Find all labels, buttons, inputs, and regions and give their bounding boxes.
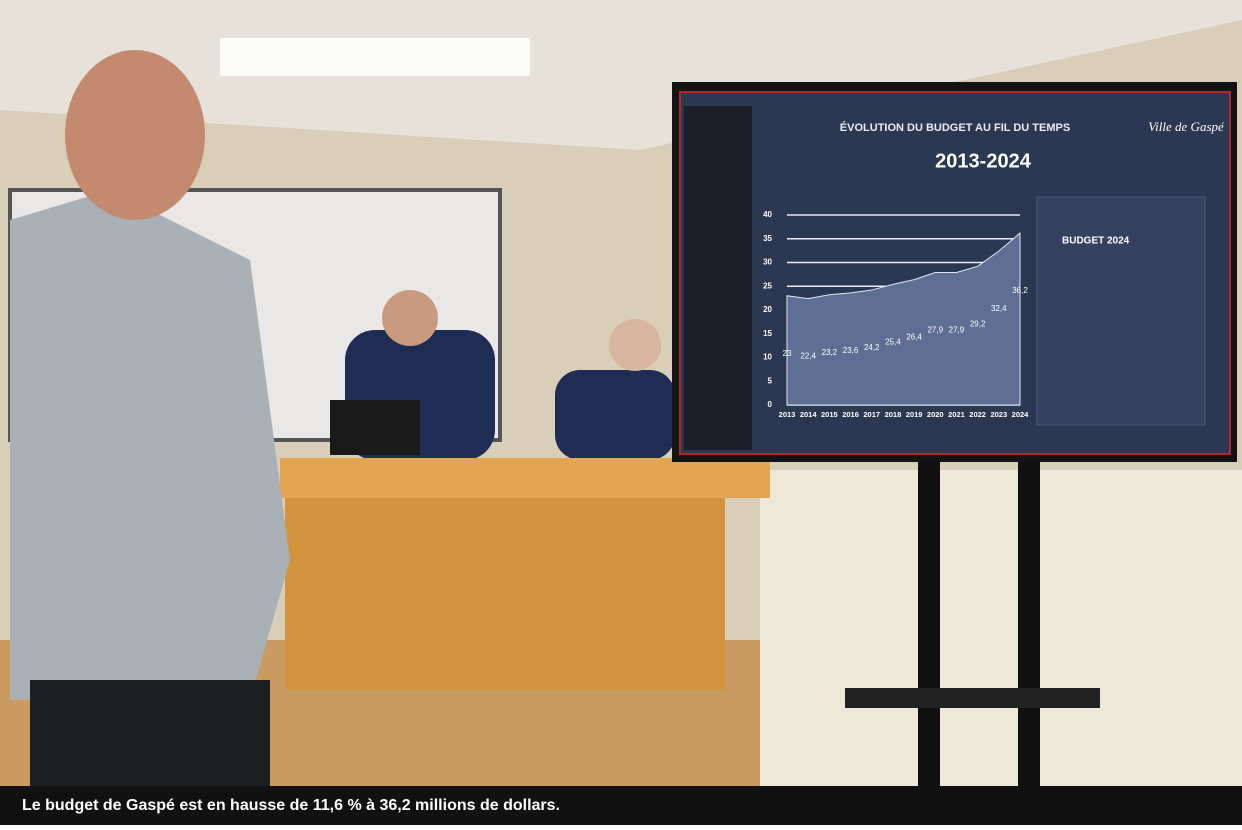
y-tick-label: 5 (768, 376, 773, 385)
value-label: 23,2 (822, 348, 838, 357)
side-panel (1037, 197, 1205, 425)
value-label: 32,4 (991, 304, 1007, 313)
y-tick-label: 30 (763, 258, 772, 267)
x-tick-label: 2017 (863, 410, 880, 419)
x-tick-label: 2018 (885, 410, 902, 419)
value-label: 27,9 (927, 326, 943, 335)
value-label: 23 (783, 349, 792, 358)
value-label: 25,4 (885, 337, 901, 346)
y-tick-label: 10 (763, 353, 772, 362)
laptop (330, 400, 420, 455)
head-center (382, 290, 438, 346)
photo: BUDGET 2024 Ville de Gaspé ÉVOLUTION DU … (0, 0, 1242, 825)
y-tick-label: 0 (768, 400, 773, 409)
person-right (555, 370, 675, 460)
x-tick-label: 2020 (927, 410, 944, 419)
desk-front (285, 498, 725, 690)
value-label: 22,4 (800, 352, 816, 361)
logo: Ville de Gaspé (1148, 119, 1225, 134)
wall-right (760, 470, 1242, 790)
chart-subtitle: 2013-2024 (935, 150, 1032, 172)
x-tick-label: 2019 (906, 410, 923, 419)
x-tick-label: 2023 (990, 410, 1007, 419)
value-label: 36,2 (1012, 286, 1028, 295)
ceiling-light (220, 38, 530, 76)
desk-top (280, 458, 770, 498)
value-label: 23,6 (843, 346, 859, 355)
value-label: 24,2 (864, 343, 880, 352)
x-tick-label: 2014 (800, 410, 818, 419)
y-tick-label: 20 (763, 305, 772, 314)
stand-post (1018, 460, 1040, 786)
chart-title: ÉVOLUTION DU BUDGET AU FIL DU TEMPS (840, 121, 1070, 134)
value-label: 26,4 (906, 333, 922, 342)
jacket (10, 190, 290, 700)
stand-shelf (845, 688, 1100, 708)
stand-post (918, 460, 940, 786)
y-tick-label: 40 (763, 210, 772, 219)
x-tick-label: 2015 (821, 410, 838, 419)
x-tick-label: 2016 (842, 410, 859, 419)
head-left (65, 50, 205, 220)
caption: Le budget de Gaspé est en hausse de 11,6… (22, 797, 560, 814)
trousers (30, 680, 270, 786)
x-tick-label: 2021 (948, 410, 965, 419)
y-tick-label: 15 (763, 329, 772, 338)
panel-title: BUDGET 2024 (1062, 236, 1130, 247)
y-tick-label: 25 (763, 281, 772, 290)
y-tick-label: 35 (763, 234, 772, 243)
value-label: 27,9 (949, 326, 965, 335)
head-right (609, 319, 661, 371)
x-tick-label: 2013 (779, 410, 796, 419)
screen-strip (684, 106, 752, 450)
page: BUDGET 2024 Ville de Gaspé ÉVOLUTION DU … (0, 0, 1242, 825)
value-label: 29,2 (970, 319, 986, 328)
x-tick-label: 2022 (969, 410, 986, 419)
x-tick-label: 2024 (1012, 410, 1030, 419)
